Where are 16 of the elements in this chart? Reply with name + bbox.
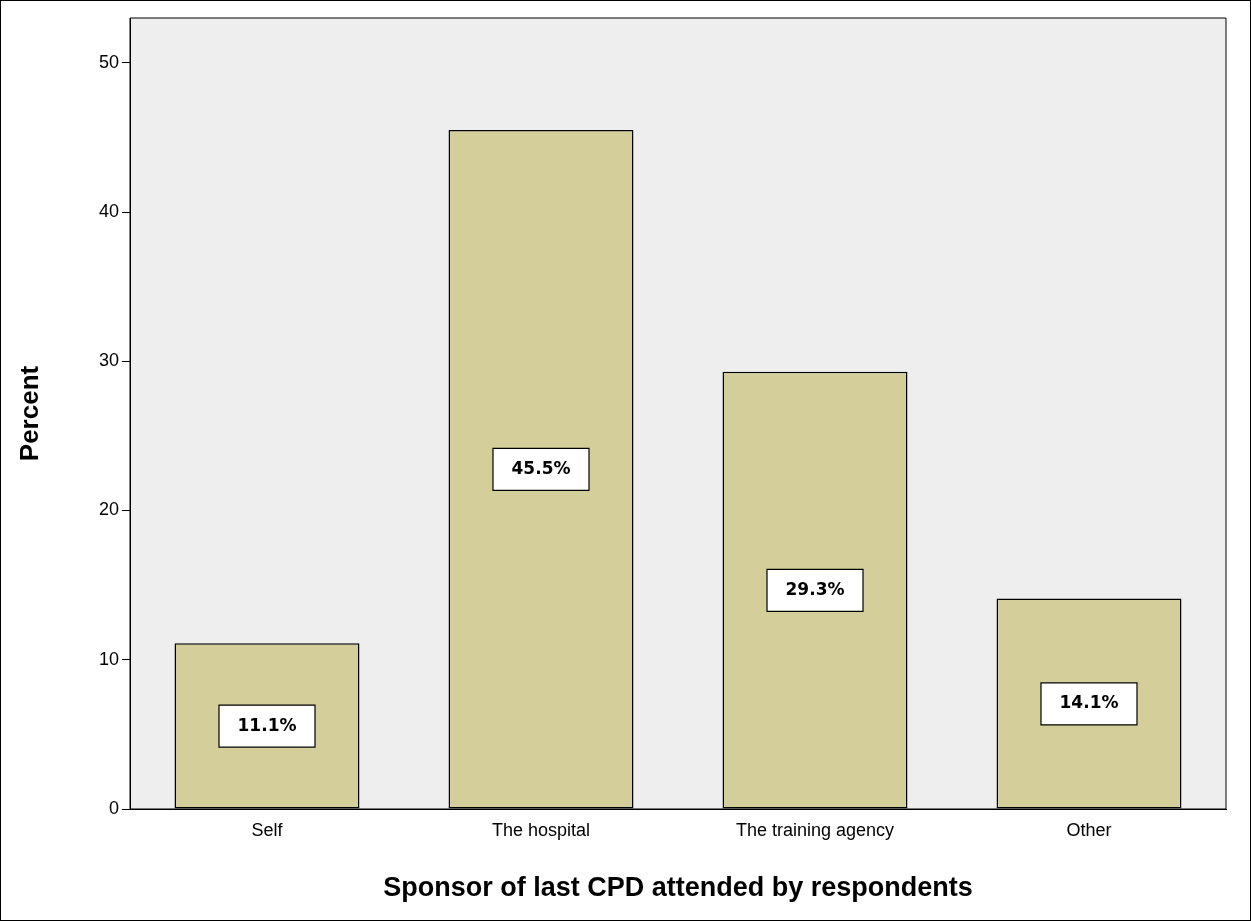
data-label: 45.5% (511, 457, 571, 478)
x-tick-label: Other (1066, 819, 1112, 840)
y-tick-label: 20 (98, 499, 119, 520)
y-tick-label: 0 (108, 797, 119, 818)
data-label: 11.1% (237, 714, 297, 735)
y-tick-label: 10 (98, 648, 119, 669)
data-label: 29.3% (785, 578, 845, 599)
x-axis-title: Sponsor of last CPD attended by respondents (383, 872, 973, 903)
y-axis-title: Percent (13, 365, 44, 462)
y-tick-label: 30 (98, 350, 119, 371)
y-tick-label: 50 (98, 51, 119, 72)
y-tick-label: 40 (98, 200, 119, 221)
x-tick-label: The training agency (735, 819, 895, 840)
x-tick-label: Self (251, 819, 284, 840)
x-tick-label: The hospital (491, 819, 591, 840)
data-label: 14.1% (1059, 692, 1119, 713)
